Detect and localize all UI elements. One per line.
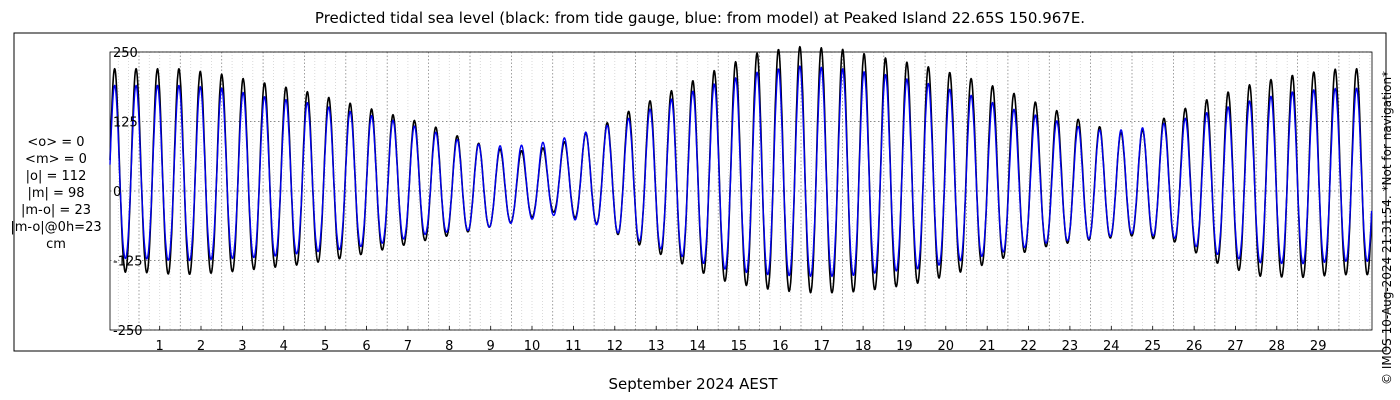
x-tick-label: 29	[1310, 339, 1327, 354]
y-tick-label: 125	[113, 116, 138, 131]
x-tick-label: 22	[1020, 339, 1037, 354]
grid-lines	[110, 51, 1372, 331]
x-tick-label: 26	[1186, 339, 1203, 354]
credit-text: © IMOS 10-Aug-2024 21:31:54. *Not for na…	[1380, 70, 1394, 385]
x-tick-label: 1	[156, 339, 164, 354]
x-tick-label: 17	[813, 339, 830, 354]
x-tick-label: 11	[565, 339, 582, 354]
x-tick-label: 3	[238, 339, 246, 354]
x-axis-label: September 2024 AEST	[608, 375, 778, 393]
x-tick-label: 15	[731, 339, 748, 354]
stat-unit: cm	[46, 237, 66, 252]
y-tick-label: 0	[113, 185, 121, 200]
stat-difference-lag0: |m-o|@0h=23	[10, 220, 102, 235]
y-tick-label: -250	[113, 324, 143, 339]
x-tick-label: 8	[445, 339, 453, 354]
x-tick-label: 9	[487, 339, 495, 354]
stat-observed-abs: |o| = 112	[25, 169, 87, 184]
x-tick-label: 13	[648, 339, 665, 354]
x-tick-label: 14	[689, 339, 706, 354]
statistics-panel: <o> = 0 <m> = 0 |o| = 112 |m| = 98 |m-o|…	[6, 134, 106, 253]
x-tick-label: 25	[1144, 339, 1161, 354]
x-tick-label: 2	[197, 339, 205, 354]
x-tick-label: 28	[1269, 339, 1286, 354]
series-line-model	[109, 65, 1373, 278]
x-tick-label: 4	[280, 339, 288, 354]
stat-difference-abs: |m-o| = 23	[20, 203, 91, 218]
x-tick-label: 27	[1227, 339, 1244, 354]
x-tick-label: 20	[938, 339, 955, 354]
x-tick-label: 24	[1103, 339, 1120, 354]
x-tick-label: 6	[362, 339, 370, 354]
plot-frame	[13, 32, 1387, 352]
y-tick-label: 250	[113, 46, 138, 61]
stat-observed-mean: <o> = 0	[27, 135, 85, 150]
x-tick-label: 16	[772, 339, 789, 354]
x-tick-label: 12	[607, 339, 624, 354]
x-tick-label: 7	[404, 339, 412, 354]
series-layer	[109, 45, 1373, 294]
axes-box	[109, 51, 1373, 331]
x-tick-label: 5	[321, 339, 329, 354]
chart-title: Predicted tidal sea level (black: from t…	[314, 9, 1086, 27]
x-tick-label: 23	[1062, 339, 1079, 354]
x-tick-label: 21	[979, 339, 996, 354]
x-tick-label: 19	[896, 339, 913, 354]
y-tick-label: -125	[113, 255, 143, 270]
x-tick-label: 10	[524, 339, 541, 354]
stat-model-abs: |m| = 98	[27, 186, 85, 201]
x-tick-label: 18	[855, 339, 872, 354]
stat-model-mean: <m> = 0	[25, 152, 87, 167]
